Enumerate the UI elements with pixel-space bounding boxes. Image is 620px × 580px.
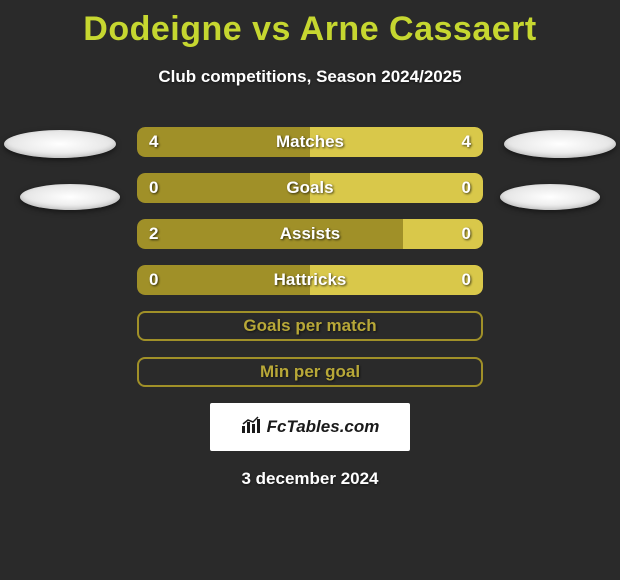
- stat-row: 00Goals: [137, 173, 483, 203]
- stat-label: Assists: [137, 219, 483, 249]
- player-right-avatar-1: [504, 130, 616, 158]
- player-right-avatar-2: [500, 184, 600, 210]
- stat-label: Min per goal: [139, 359, 481, 385]
- stat-row: 00Hattricks: [137, 265, 483, 295]
- page-title: Dodeigne vs Arne Cassaert: [0, 0, 620, 49]
- stat-label: Matches: [137, 127, 483, 157]
- logo-box: FcTables.com: [210, 403, 410, 451]
- stat-row: Min per goal: [137, 357, 483, 387]
- date-text: 3 december 2024: [0, 469, 620, 489]
- stat-row: 20Assists: [137, 219, 483, 249]
- chart-icon: [241, 416, 263, 439]
- stat-row: Goals per match: [137, 311, 483, 341]
- stat-label: Goals per match: [139, 313, 481, 339]
- stat-label: Goals: [137, 173, 483, 203]
- player-left-avatar-1: [4, 130, 116, 158]
- player-left-avatar-2: [20, 184, 120, 210]
- stat-row: 44Matches: [137, 127, 483, 157]
- chart-area: 44Matches 00Goals 20Assists 00Hattricks Goal…: [0, 127, 620, 387]
- bars-container: 44Matches 00Goals 20Assists 00Hattricks Goal…: [137, 127, 483, 387]
- logo: FcTables.com: [241, 416, 380, 439]
- logo-text: FcTables.com: [267, 417, 380, 437]
- stat-label: Hattricks: [137, 265, 483, 295]
- page-subtitle: Club competitions, Season 2024/2025: [0, 67, 620, 87]
